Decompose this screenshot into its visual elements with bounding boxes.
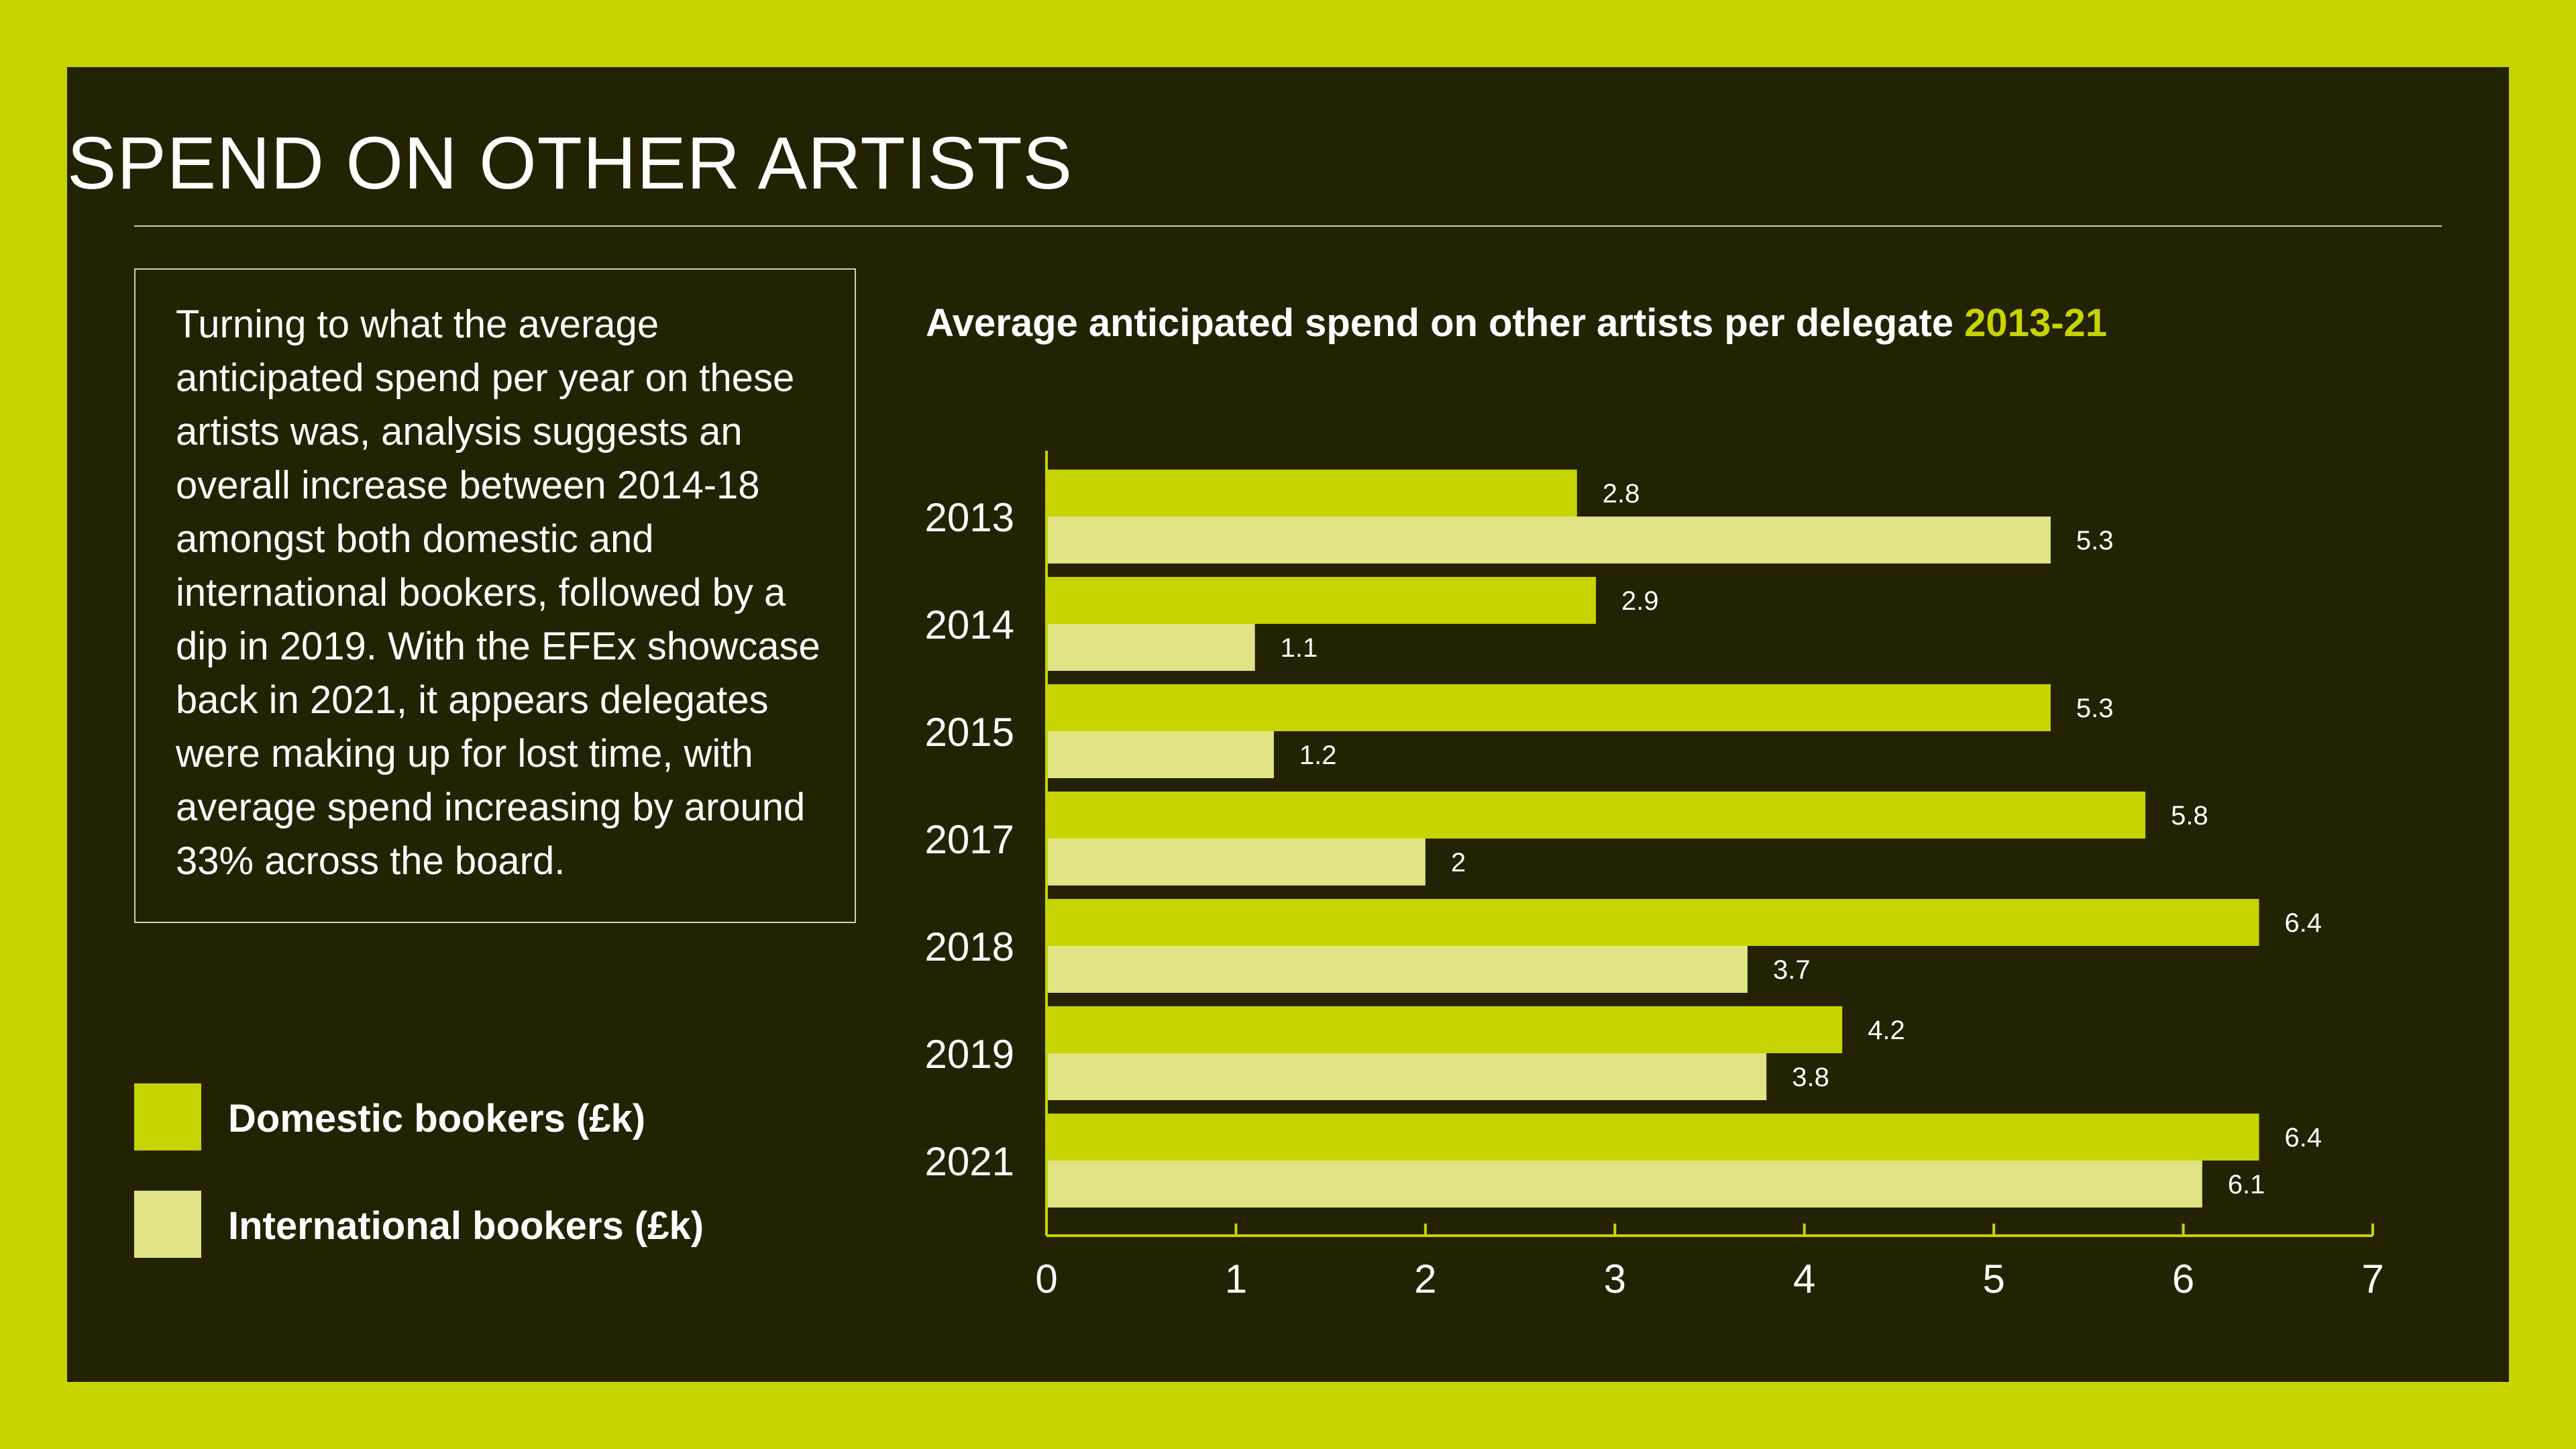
bar-domestic-2017 [1046, 792, 2146, 839]
bar-international-2017 [1046, 839, 1426, 885]
bar-domestic-2021 [1046, 1114, 2259, 1161]
category-label-2017: 2017 [925, 817, 1014, 862]
page-title: SPEND ON OTHER ARTISTS [67, 122, 1073, 205]
bar-domestic-2019 [1046, 1006, 1843, 1053]
data-label-international-2021: 6.1 [2228, 1170, 2265, 1199]
legend-label-international: International bookers (£k) [228, 1204, 704, 1248]
bar-domestic-2013 [1046, 470, 1577, 517]
data-label-international-2018: 3.7 [1773, 955, 1811, 985]
category-label-2021: 2021 [925, 1139, 1014, 1184]
bar-international-2015 [1046, 731, 1274, 778]
description-box: Turning to what the average anticipated … [134, 268, 856, 923]
x-tick-label-6: 6 [2172, 1256, 2194, 1301]
category-label-2013: 2013 [925, 495, 1014, 540]
data-label-domestic-2013: 2.8 [1603, 479, 1640, 508]
legend-swatch-international [134, 1191, 201, 1258]
x-tick-label-0: 0 [1035, 1256, 1057, 1301]
data-label-international-2019: 3.8 [1792, 1063, 1829, 1092]
data-label-domestic-2014: 2.9 [1621, 586, 1659, 616]
x-tick-label-5: 5 [1982, 1256, 2004, 1301]
description-text: Turning to what the average anticipated … [176, 303, 820, 883]
data-label-domestic-2019: 4.2 [1868, 1016, 1905, 1045]
data-label-international-2017: 2 [1451, 848, 1466, 877]
bar-international-2019 [1046, 1053, 1767, 1100]
data-label-domestic-2018: 6.4 [2285, 908, 2322, 938]
legend-label-domestic: Domestic bookers (£k) [228, 1097, 646, 1140]
chart-title-main: Average anticipated spend on other artis… [926, 301, 1954, 345]
bar-international-2014 [1046, 624, 1255, 671]
data-label-domestic-2021: 6.4 [2285, 1123, 2322, 1152]
x-tick-label-4: 4 [1793, 1256, 1815, 1301]
x-tick-label-1: 1 [1225, 1256, 1247, 1301]
chart-title-period: 2013-21 [1964, 301, 2108, 345]
data-label-international-2015: 1.2 [1299, 741, 1337, 770]
bar-domestic-2014 [1046, 577, 1597, 624]
category-label-2019: 2019 [925, 1032, 1014, 1077]
bar-domestic-2015 [1046, 684, 2051, 731]
data-label-domestic-2015: 5.3 [2076, 694, 2114, 723]
bar-international-2013 [1046, 517, 2051, 564]
title-divider [134, 225, 2442, 227]
bar-domestic-2018 [1046, 899, 2259, 946]
category-label-2014: 2014 [925, 602, 1014, 647]
legend-swatch-domestic [134, 1083, 201, 1150]
x-tick-label-3: 3 [1604, 1256, 1626, 1301]
data-label-domestic-2017: 5.8 [2171, 801, 2208, 830]
x-tick-label-2: 2 [1414, 1256, 1436, 1301]
chart-title: Average anticipated spend on other artis… [926, 301, 2107, 345]
data-label-international-2013: 5.3 [2076, 526, 2114, 555]
bar-international-2021 [1046, 1161, 2202, 1208]
x-tick-label-7: 7 [2361, 1256, 2383, 1301]
bar-international-2018 [1046, 946, 1748, 993]
category-label-2015: 2015 [925, 710, 1014, 755]
category-label-2018: 2018 [925, 924, 1014, 969]
data-label-international-2014: 1.1 [1281, 633, 1318, 663]
